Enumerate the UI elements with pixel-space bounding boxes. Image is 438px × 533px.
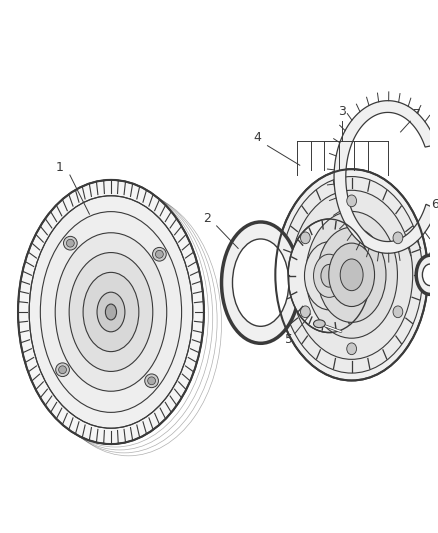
Ellipse shape xyxy=(40,212,182,413)
Ellipse shape xyxy=(314,254,345,297)
Ellipse shape xyxy=(321,264,337,287)
Ellipse shape xyxy=(55,233,167,391)
Ellipse shape xyxy=(340,259,363,290)
Ellipse shape xyxy=(393,232,403,244)
Text: 4: 4 xyxy=(254,131,261,144)
Text: 5: 5 xyxy=(285,333,293,346)
Ellipse shape xyxy=(281,176,423,373)
Ellipse shape xyxy=(300,306,310,318)
Text: 7: 7 xyxy=(413,108,421,121)
Ellipse shape xyxy=(276,169,428,381)
Ellipse shape xyxy=(56,363,69,377)
Text: 1: 1 xyxy=(56,160,64,174)
Ellipse shape xyxy=(314,320,325,328)
Ellipse shape xyxy=(222,222,300,343)
Ellipse shape xyxy=(304,242,354,310)
Ellipse shape xyxy=(83,272,139,352)
Ellipse shape xyxy=(145,374,159,387)
Ellipse shape xyxy=(347,343,357,354)
Ellipse shape xyxy=(347,195,357,207)
Ellipse shape xyxy=(393,306,403,318)
Text: 2: 2 xyxy=(203,212,211,224)
Ellipse shape xyxy=(97,292,125,332)
Ellipse shape xyxy=(336,248,371,303)
Ellipse shape xyxy=(317,227,386,322)
Ellipse shape xyxy=(64,236,77,250)
Ellipse shape xyxy=(59,366,67,374)
Text: 6: 6 xyxy=(431,198,438,211)
Ellipse shape xyxy=(416,255,438,294)
Ellipse shape xyxy=(346,263,361,288)
Ellipse shape xyxy=(233,239,289,326)
Ellipse shape xyxy=(67,239,74,247)
Text: 3: 3 xyxy=(339,105,346,118)
Ellipse shape xyxy=(300,232,310,244)
Ellipse shape xyxy=(152,247,166,261)
Ellipse shape xyxy=(106,304,117,320)
PathPatch shape xyxy=(334,101,437,253)
Ellipse shape xyxy=(29,196,193,428)
Ellipse shape xyxy=(306,212,397,338)
Ellipse shape xyxy=(148,377,155,385)
Ellipse shape xyxy=(329,243,374,306)
Ellipse shape xyxy=(18,180,204,444)
Ellipse shape xyxy=(288,219,370,333)
Ellipse shape xyxy=(69,253,153,372)
Ellipse shape xyxy=(422,264,438,286)
Ellipse shape xyxy=(155,251,163,258)
Ellipse shape xyxy=(290,190,413,359)
